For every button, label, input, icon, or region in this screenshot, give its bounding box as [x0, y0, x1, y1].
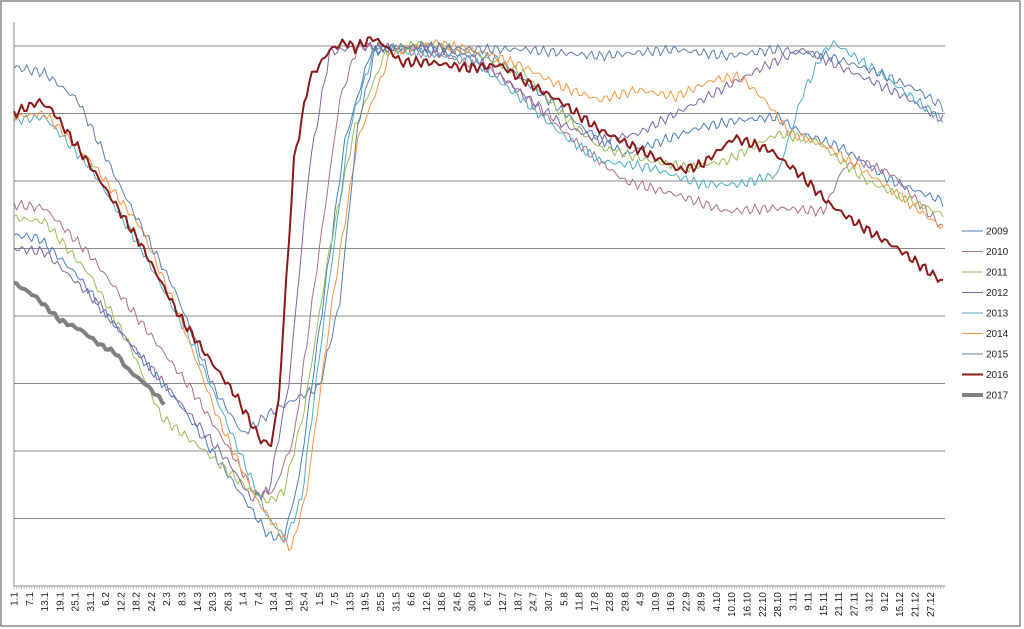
- x-tick-label: 3.12: [865, 592, 876, 612]
- x-tick-label: 25.4: [300, 592, 311, 612]
- x-tick-label: 6.7: [483, 592, 494, 606]
- x-tick-label: 29.8: [620, 592, 631, 612]
- x-tick-label: 20.3: [208, 592, 219, 612]
- legend-item-2014: 2014: [962, 329, 1009, 340]
- series-line-2014: [13, 39, 944, 552]
- series-line-2009: [13, 43, 944, 543]
- x-tick-label: 13.1: [40, 592, 51, 612]
- x-tick-label: 1.5: [315, 592, 326, 606]
- legend-label: 2013: [986, 309, 1009, 320]
- x-tick-label: 19.4: [284, 592, 295, 612]
- legend-label: 2011: [986, 268, 1008, 279]
- x-tick-label: 7.4: [254, 592, 265, 606]
- series-line-2016: [13, 36, 944, 448]
- x-tick-label: 4.10: [712, 592, 723, 612]
- x-tick-label: 9.12: [880, 592, 891, 612]
- legend-label: 2010: [986, 247, 1009, 258]
- x-tick-label: 19.1: [55, 592, 66, 612]
- x-tick-label: 28.9: [697, 592, 708, 612]
- x-tick-label: 15.12: [895, 592, 906, 617]
- x-tick-label: 22.9: [681, 592, 692, 612]
- x-tick-label: 1.4: [239, 592, 250, 606]
- x-tick-label: 24.7: [529, 592, 540, 612]
- series-line-2015: [13, 41, 944, 435]
- x-tick-label: 3.11: [788, 592, 799, 611]
- x-tick-label: 25.5: [376, 592, 387, 612]
- x-tick-label: 13.4: [269, 592, 280, 612]
- legend-label: 2009: [986, 227, 1009, 238]
- x-tick-label: 30.7: [544, 592, 555, 612]
- x-tick-label: 17.8: [590, 592, 601, 612]
- x-tick-label: 12.2: [116, 592, 127, 612]
- x-axis-labels: 1.1 7.1 13.1 19.1 25.1 31.1 6.2 12.2 18.2 24.2 2.3…: [10, 592, 937, 617]
- x-tick-label: 12.7: [498, 592, 509, 612]
- legend-item-2016: 2016: [962, 370, 1009, 381]
- x-tick-label: 7.1: [25, 592, 36, 606]
- x-tick-label: 26.3: [223, 592, 234, 612]
- x-tick-label: 31.5: [391, 592, 402, 612]
- x-tick-label: 23.8: [605, 592, 616, 612]
- x-tick-label: 16.9: [666, 592, 677, 612]
- x-tick-label: 4.9: [636, 592, 647, 606]
- legend-item-2015: 2015: [962, 350, 1009, 361]
- x-tick-label: 24.2: [147, 592, 158, 612]
- x-tick-label: 10.10: [727, 592, 738, 617]
- x-tick-label: 18.2: [132, 592, 143, 612]
- x-tick-label: 7.5: [330, 592, 341, 606]
- legend-label: 2017: [986, 391, 1009, 402]
- series-lines: [13, 36, 944, 552]
- series-line-2011: [13, 40, 944, 504]
- legend-item-2012: 2012: [962, 288, 1009, 299]
- x-tick-label: 18.7: [513, 592, 524, 612]
- x-tick-label: 6.6: [407, 592, 418, 606]
- legend-item-2011: 2011: [962, 268, 1008, 279]
- series-line-2017: [13, 280, 166, 406]
- x-tick-label: 10.9: [651, 592, 662, 612]
- x-tick-label: 11.8: [575, 592, 586, 611]
- legend: 2009 2010 2011 2012 2013 2014 2015 2016 2017: [962, 227, 1009, 402]
- x-tick-label: 21.11: [834, 592, 845, 617]
- x-tick-label: 14.3: [193, 592, 204, 612]
- x-tick-label: 9.11: [804, 592, 815, 611]
- x-tick-label: 19.5: [361, 592, 372, 612]
- gridlines: [14, 45, 945, 587]
- legend-label: 2012: [986, 288, 1009, 299]
- x-tick-label: 18.6: [437, 592, 448, 612]
- legend-item-2013: 2013: [962, 309, 1009, 320]
- x-tick-label: 15.11: [819, 592, 830, 617]
- x-tick-label: 27.11: [849, 592, 860, 617]
- x-tick-label: 8.3: [177, 592, 188, 606]
- legend-item-2010: 2010: [962, 247, 1009, 258]
- legend-label: 2016: [986, 370, 1009, 381]
- x-tick-label: 28.10: [773, 592, 784, 617]
- x-axis-ticks: [13, 586, 944, 589]
- x-tick-label: 13.5: [345, 592, 356, 612]
- x-tick-label: 22.10: [758, 592, 769, 617]
- x-tick-label: 25.1: [71, 592, 82, 612]
- x-tick-label: 16.10: [743, 592, 754, 617]
- x-tick-label: 1.1: [10, 592, 21, 606]
- x-tick-label: 31.1: [86, 592, 97, 612]
- x-tick-label: 24.6: [452, 592, 463, 612]
- x-tick-label: 5.8: [559, 592, 570, 606]
- x-tick-label: 6.2: [101, 592, 112, 606]
- x-tick-label: 30.6: [468, 592, 479, 612]
- legend-item-2017: 2017: [962, 391, 1009, 402]
- x-tick-label: 2.3: [162, 592, 173, 606]
- x-tick-label: 21.12: [911, 592, 922, 617]
- x-tick-label: 12.6: [422, 592, 433, 612]
- legend-item-2009: 2009: [962, 227, 1009, 238]
- legend-label: 2014: [986, 329, 1009, 340]
- legend-label: 2015: [986, 350, 1009, 361]
- x-tick-label: 27.12: [926, 592, 937, 617]
